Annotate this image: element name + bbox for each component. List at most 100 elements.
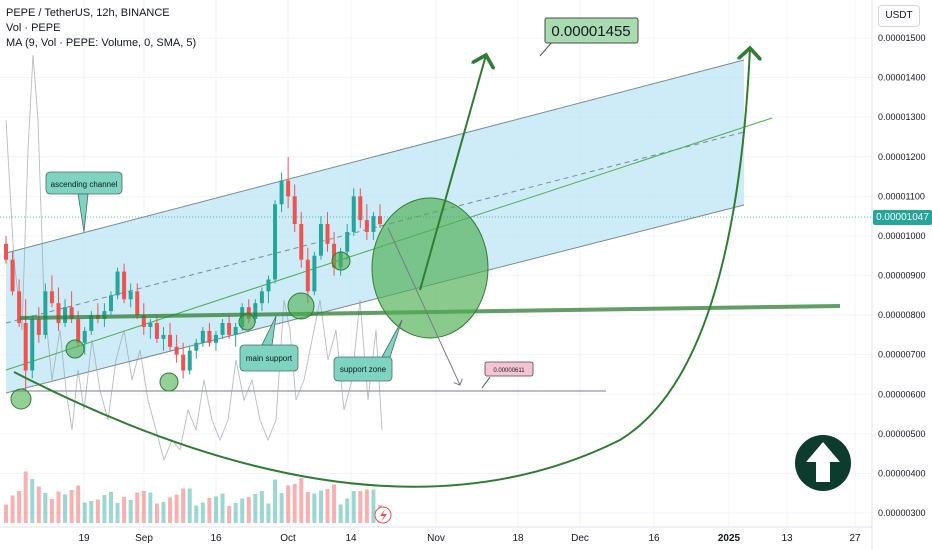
candle-body — [273, 204, 278, 280]
support-touch-4 — [238, 313, 256, 331]
volume-bar — [148, 492, 153, 523]
candle-body — [168, 334, 173, 347]
candle-body — [299, 224, 304, 260]
volume-bar — [253, 494, 258, 523]
volume-bar — [338, 504, 343, 523]
support-touch-1 — [10, 388, 32, 410]
support-touch-5 — [287, 292, 315, 320]
support-zone-label-box[interactable] — [333, 356, 393, 382]
volume-bar — [200, 502, 205, 523]
volume-bar — [227, 506, 232, 523]
candle-body — [364, 220, 369, 232]
last-price-tag: 0.00001047 — [873, 210, 932, 225]
time-tick-label: Dec — [571, 533, 589, 544]
volume-bar — [259, 491, 264, 523]
volume-bar — [4, 504, 8, 523]
time-tick-label: Oct — [280, 533, 296, 544]
volume-bar — [168, 497, 173, 523]
support-zone-circle — [371, 197, 489, 339]
candle-body — [141, 315, 146, 327]
volume-bar — [95, 499, 100, 523]
main-support-label-tail — [261, 315, 277, 346]
volume-bar — [220, 493, 225, 523]
time-tick-label: 16 — [210, 533, 222, 544]
time-axis[interactable]: 19 Sep 16 Oct 14 Nov 18 Dec 16 2025 13 27 — [78, 533, 861, 544]
volume-bar — [292, 484, 297, 523]
candle-body — [227, 323, 232, 335]
symbol-title[interactable]: PEPE / TetherUS, 12h, BINANCE — [6, 7, 170, 19]
volume-bar — [358, 491, 363, 523]
target-callout[interactable] — [544, 17, 639, 44]
volume-bar — [108, 492, 113, 523]
time-tick-label: 14 — [345, 533, 357, 544]
price-tick-label: 0.00001200 — [878, 152, 926, 162]
time-tick-label: 16 — [648, 533, 660, 544]
volume-bar — [141, 491, 146, 523]
volume-bar — [345, 498, 350, 523]
candle-body — [148, 323, 153, 327]
volume-bar — [76, 485, 81, 523]
price-tick-label: 0.00000800 — [878, 310, 926, 320]
target-callout-pointer — [539, 41, 553, 57]
time-tick-label: Nov — [427, 533, 445, 544]
volume-bar — [181, 488, 186, 523]
support-touch-6 — [331, 251, 351, 271]
volume-bar — [279, 493, 284, 523]
rounded-bottom-curve — [13, 48, 750, 488]
volume-bar — [318, 490, 323, 523]
volume-bar — [174, 494, 179, 523]
candle-body — [56, 303, 61, 323]
volume-bar — [273, 479, 278, 523]
volume-bar — [154, 503, 159, 523]
candle-body — [345, 231, 350, 252]
candle-body — [10, 259, 15, 292]
candle-body — [122, 271, 127, 300]
volume-bar — [63, 494, 68, 523]
candle-body — [253, 303, 258, 320]
low-target-callout[interactable] — [484, 361, 534, 377]
volume-bar — [43, 493, 48, 523]
ascending-channel-label-tail — [77, 193, 89, 233]
volume-bar — [266, 503, 271, 523]
price-tick-label: 0.00000700 — [878, 350, 926, 360]
candle-body — [305, 259, 310, 292]
price-tick-label: 0.00001300 — [878, 112, 926, 122]
candle-body — [286, 180, 291, 197]
volume-bar — [161, 502, 166, 523]
volume-bar — [17, 491, 22, 523]
candle-body — [135, 291, 140, 316]
up-arrow-icon — [806, 442, 840, 482]
volume-bar — [312, 493, 317, 523]
volume-bar — [240, 498, 245, 523]
price-tick-label: 0.00000900 — [878, 271, 926, 281]
candle-body — [279, 180, 284, 205]
volume-bar — [30, 479, 35, 523]
price-tick-label: 0.00000600 — [878, 389, 926, 399]
candle-body — [181, 354, 186, 371]
volume-bar — [122, 497, 127, 523]
time-tick-label: Sep — [135, 533, 153, 544]
candle-body — [154, 323, 159, 339]
candle-body — [259, 291, 264, 304]
currency-selector[interactable]: USDT — [878, 5, 920, 27]
volume-indicator-label[interactable]: Vol · PEPE — [6, 22, 61, 34]
low-target-pointer — [481, 376, 491, 389]
volume-bar — [364, 489, 369, 523]
volume-bar — [49, 499, 54, 523]
time-tick-label: 19 — [78, 533, 90, 544]
volume-bar — [23, 471, 28, 523]
candle-body — [371, 216, 376, 232]
candle-body — [233, 326, 238, 335]
price-tick-label: 0.00001000 — [878, 231, 926, 241]
ma-indicator-label[interactable]: MA (9, Vol · PEPE: Volume, 0, SMA, 5) — [6, 37, 197, 49]
price-axis[interactable]: 0.00001500 0.00001400 0.00001300 0.00001200… — [878, 33, 926, 518]
candle-body — [23, 323, 28, 371]
candle-body — [207, 330, 212, 343]
candle-body — [358, 196, 363, 221]
volume-bar — [187, 488, 192, 523]
price-tick-label: 0.00000400 — [878, 468, 926, 478]
volume-bar — [246, 497, 251, 523]
volume-bar — [82, 502, 87, 523]
volume-bar — [305, 492, 310, 523]
